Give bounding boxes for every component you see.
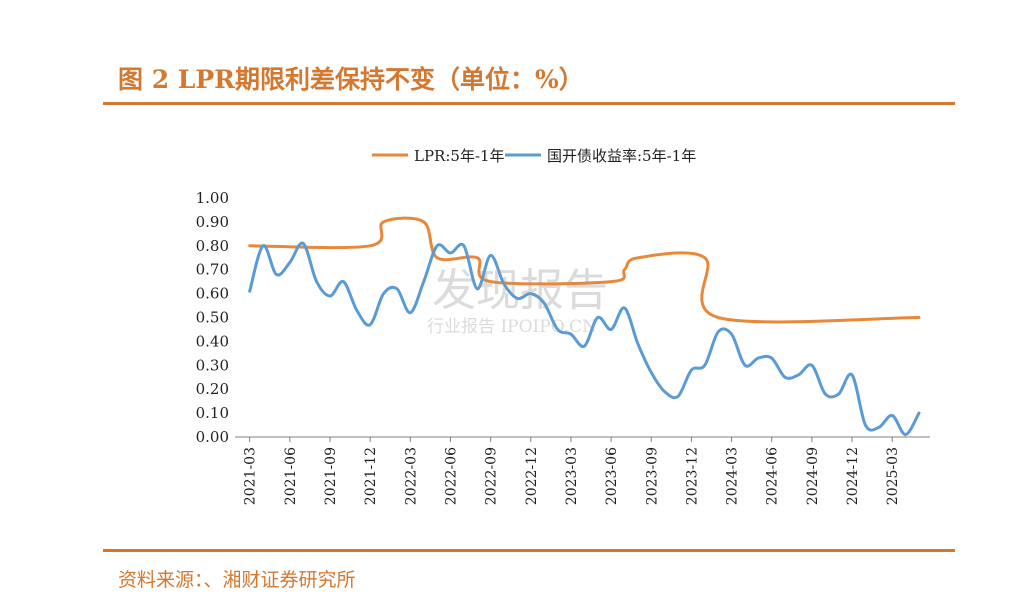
y-tick-label: 0.80 xyxy=(196,237,229,255)
y-tick-label: 0.70 xyxy=(196,261,229,279)
y-tick-label: 0.10 xyxy=(196,404,229,422)
source-note: 资料来源：、湘财证券研究所 xyxy=(118,569,356,591)
legend-label-1: 国开债收益率:5年-1年 xyxy=(547,147,696,165)
y-tick-label: 0.90 xyxy=(196,213,229,231)
x-tick-label: 2023-12 xyxy=(684,447,700,505)
x-tick-label: 2023-09 xyxy=(644,447,660,505)
series-line-1 xyxy=(248,241,921,437)
x-tick-label: 2022-09 xyxy=(484,447,500,505)
y-tick-label: 0.20 xyxy=(196,380,229,398)
x-tick-label: 2024-09 xyxy=(805,447,821,505)
x-tick-label: 2021-06 xyxy=(283,447,299,505)
legend-label-0: LPR:5年-1年 xyxy=(414,147,505,165)
figure-title: 图 2 LPR期限利差保持不变（单位：%） xyxy=(118,65,584,94)
y-axis: 1.00 0.90 0.80 0.70 0.60 0.50 0.40 0.30 0.20 0.10… xyxy=(196,189,229,446)
x-tick-label: 2022-12 xyxy=(524,447,540,505)
x-tick-label: 2022-03 xyxy=(403,447,419,505)
y-tick-label: 0.30 xyxy=(196,356,229,374)
watermark-sub: 行业报告 IPOIPO.CN xyxy=(427,317,597,337)
x-axis: 2021-03 2021-06 2021-09 2021-12 2022-03 2022-… xyxy=(235,436,930,505)
series-group xyxy=(248,216,921,437)
x-tick-label: 2024-03 xyxy=(725,447,741,505)
series-line-0 xyxy=(248,216,921,324)
x-tick-label: 2023-03 xyxy=(564,447,580,505)
top-divider xyxy=(103,102,955,105)
x-tick-label: 2024-06 xyxy=(765,447,781,505)
x-tick-label: 2025-03 xyxy=(885,447,901,505)
x-tick-label: 2021-03 xyxy=(243,447,259,505)
x-tick-label: 2023-06 xyxy=(604,447,620,505)
watermark: 发现报告 行业报告 IPOIPO.CN xyxy=(427,265,608,337)
y-tick-label: 0.60 xyxy=(196,285,229,303)
y-tick-label: 0.00 xyxy=(196,428,229,446)
y-tick-label: 1.00 xyxy=(196,189,229,207)
legend: LPR:5年-1年 国开债收益率:5年-1年 xyxy=(372,147,696,165)
x-tick-label: 2021-12 xyxy=(363,447,379,505)
x-tick-label: 2024-12 xyxy=(845,447,861,505)
x-tick-label: 2022-06 xyxy=(443,447,459,505)
x-tick-label: 2021-09 xyxy=(323,447,339,505)
y-tick-label: 0.50 xyxy=(196,309,229,327)
y-tick-label: 0.40 xyxy=(196,332,229,350)
bottom-divider xyxy=(103,549,955,552)
watermark-main: 发现报告 xyxy=(432,265,608,316)
